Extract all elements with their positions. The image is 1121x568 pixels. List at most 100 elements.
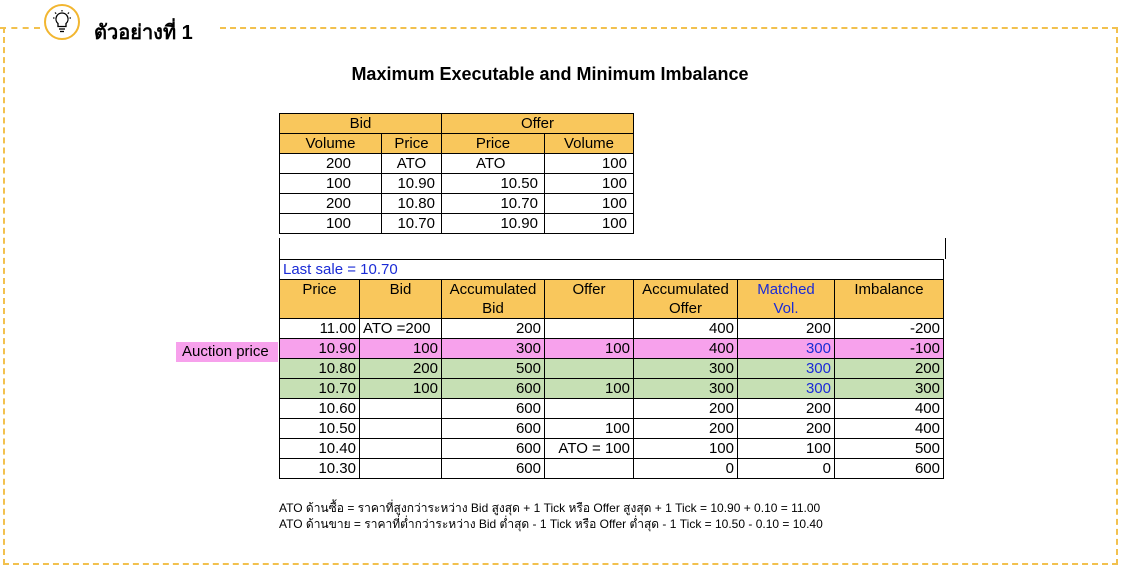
- column-header: [834, 299, 944, 319]
- table-cell: 0: [737, 458, 835, 479]
- table-cell: 100: [544, 173, 634, 194]
- table-cell: 100: [544, 378, 634, 399]
- table-cell: [359, 438, 442, 459]
- table-cell: 600: [441, 378, 545, 399]
- footnotes: ATO ด้านซื้อ = ราคาที่สูงกว่าระหว่าง Bid…: [279, 500, 823, 532]
- table-cell: 10.80: [381, 193, 442, 214]
- table-cell: 100: [359, 338, 442, 359]
- table-cell: -200: [834, 318, 944, 339]
- frame-top-border-right: [220, 27, 1118, 29]
- table-cell: 300: [737, 338, 835, 359]
- table-cell: [544, 398, 634, 419]
- table-cell: 100: [544, 153, 634, 174]
- table-cell: 200: [737, 318, 835, 339]
- table-cell: 200: [737, 418, 835, 439]
- table-cell: [544, 458, 634, 479]
- table-cell: 10.40: [279, 438, 360, 459]
- column-header: Bid: [441, 299, 545, 319]
- offer-group-header: Offer: [441, 113, 634, 134]
- table-cell: 400: [834, 418, 944, 439]
- table-cell: 100: [359, 378, 442, 399]
- auction-price-label: Auction price: [176, 342, 278, 362]
- column-header: Price: [441, 133, 545, 154]
- table-column-header-row: Bid Offer Vol.: [279, 299, 944, 319]
- table-cell: 400: [633, 338, 738, 359]
- table-row: 10.70 100 600 100 300 300 300: [279, 378, 944, 399]
- table-cell: 10.70: [441, 193, 545, 214]
- table-cell: ATO: [441, 153, 545, 174]
- table-cell: [544, 358, 634, 379]
- table-cell: [359, 398, 442, 419]
- table-cell: 10.90: [381, 173, 442, 194]
- table-cell: 300: [633, 378, 738, 399]
- table-cell: ATO =200: [359, 318, 442, 339]
- table-row: 200 ATO ATO 100: [279, 153, 634, 174]
- frame-top-border-left: [0, 27, 40, 29]
- last-sale-label: Last sale = 10.70: [279, 259, 944, 280]
- column-header: Price: [279, 279, 360, 299]
- table-cell: 600: [441, 458, 545, 479]
- table-spacer: [279, 238, 946, 259]
- table-cell: 200: [633, 418, 738, 439]
- column-header: Matched: [737, 279, 835, 299]
- table-cell: ATO = 100: [544, 438, 634, 459]
- column-header: [544, 299, 634, 319]
- table-cell: 100: [544, 418, 634, 439]
- column-header: Vol.: [737, 299, 835, 319]
- table-cell: 100: [279, 173, 382, 194]
- table-row: 10.50 600 100 200 200 400: [279, 418, 944, 439]
- table-cell: 100: [737, 438, 835, 459]
- example-label: ตัวอย่างที่ 1: [94, 22, 193, 44]
- table-cell: 400: [834, 398, 944, 419]
- table-cell: 300: [441, 338, 545, 359]
- column-header: [359, 299, 442, 319]
- table-row: 10.30 600 0 0 600: [279, 458, 944, 479]
- table-cell: [359, 458, 442, 479]
- table-cell: 10.50: [279, 418, 360, 439]
- table-cell: 600: [441, 398, 545, 419]
- order-book-table: Bid Offer Volume Price Price Volume 200 …: [279, 113, 634, 234]
- lightbulb-icon: [44, 4, 80, 40]
- table-cell: 200: [737, 398, 835, 419]
- table-cell: 10.50: [441, 173, 545, 194]
- table-cell: 300: [633, 358, 738, 379]
- table-cell: 100: [633, 438, 738, 459]
- table-cell: [359, 418, 442, 439]
- table-row: 10.80 200 500 300 300 200: [279, 358, 944, 379]
- table-cell: 500: [441, 358, 545, 379]
- table-cell: 100: [279, 213, 382, 234]
- table-cell: [544, 318, 634, 339]
- column-header: Offer: [544, 279, 634, 299]
- note-line: ATO ด้านซื้อ = ราคาที่สูงกว่าระหว่าง Bid…: [279, 501, 821, 515]
- table-cell: 200: [633, 398, 738, 419]
- table-cell: 100: [544, 193, 634, 214]
- table-row: 10.40 600 ATO = 100 100 100 500: [279, 438, 944, 459]
- table-row: 11.00 ATO =200 200 400 200 -200: [279, 318, 944, 339]
- column-header: Accumulated: [441, 279, 545, 299]
- table-cell: 10.70: [279, 378, 360, 399]
- table-cell: 0: [633, 458, 738, 479]
- table-cell: 10.30: [279, 458, 360, 479]
- last-sale-row: Last sale = 10.70: [279, 259, 944, 280]
- table-cell: 600: [441, 438, 545, 459]
- column-header: Bid: [359, 279, 442, 299]
- column-header: Accumulated: [633, 279, 738, 299]
- bid-group-header: Bid: [279, 113, 442, 134]
- table-cell: 300: [834, 378, 944, 399]
- column-header: Price: [381, 133, 442, 154]
- table-cell: 10.90: [279, 338, 360, 359]
- note-line: ATO ด้านขาย = ราคาที่ต่ำกว่าระหว่าง Bid …: [279, 517, 823, 531]
- table-cell: 600: [834, 458, 944, 479]
- table-cell: 200: [279, 153, 382, 174]
- table-cell: 11.00: [279, 318, 360, 339]
- table-row: 100 10.90 10.50 100: [279, 173, 634, 194]
- table-cell: 300: [737, 358, 835, 379]
- table-row: 200 10.80 10.70 100: [279, 193, 634, 214]
- table-cell: 10.80: [279, 358, 360, 379]
- table-cell: 200: [359, 358, 442, 379]
- table-group-header-row: Bid Offer: [279, 113, 634, 134]
- table-column-header-row: Price Bid Accumulated Offer Accumulated …: [279, 279, 944, 299]
- table-cell: 10.60: [279, 398, 360, 419]
- table-cell: 200: [834, 358, 944, 379]
- auction-price-row: 10.90 100 300 100 400 300 -100: [279, 338, 944, 359]
